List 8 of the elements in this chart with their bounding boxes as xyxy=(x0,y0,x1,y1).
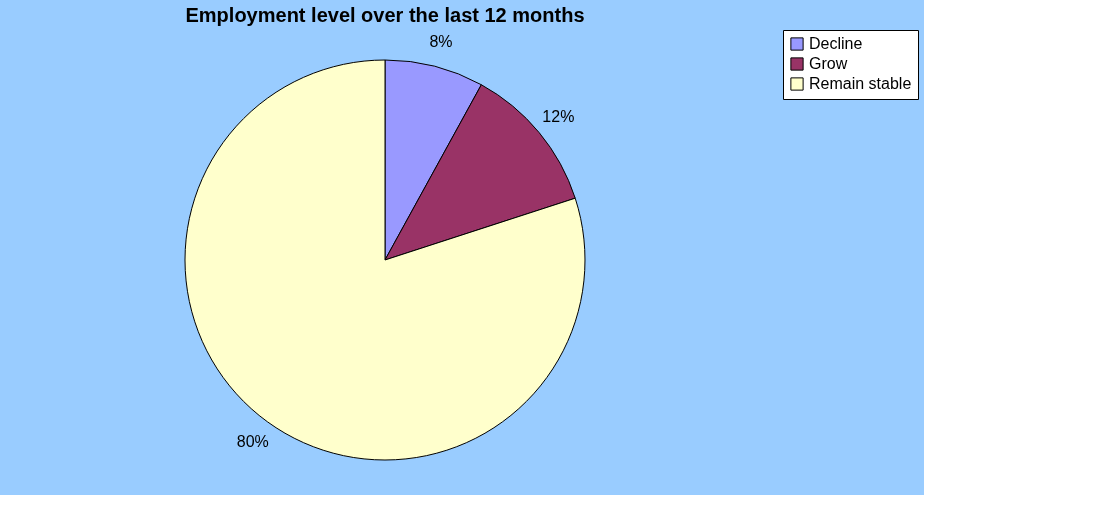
pie-slice xyxy=(184,59,586,461)
legend-label: Remain stable xyxy=(809,75,912,92)
data-label: 12% xyxy=(542,107,575,125)
legend-label: Grow xyxy=(809,55,848,72)
data-label: 8% xyxy=(429,33,453,51)
chart-title: Employment level over the last 12 months xyxy=(185,3,585,26)
legend-label: Decline xyxy=(809,35,863,52)
data-label: 80% xyxy=(236,433,269,451)
